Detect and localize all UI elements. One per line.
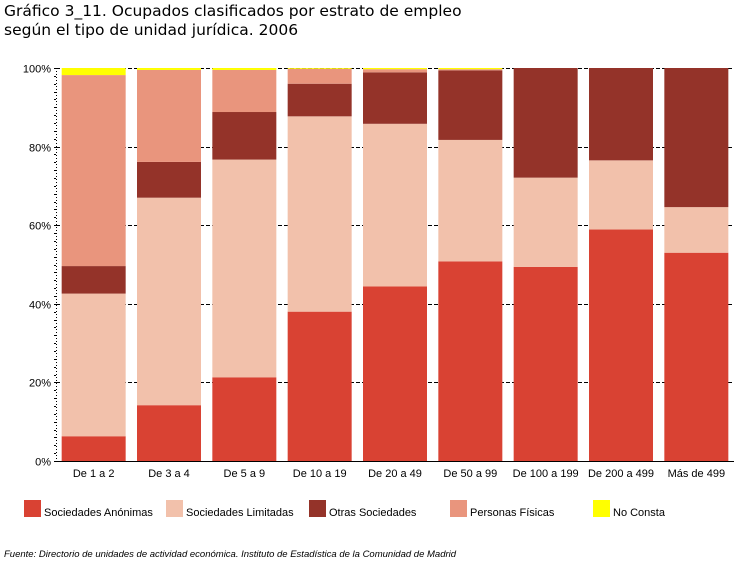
source-note: Fuente: Directorio de unidades de activi…: [4, 549, 457, 560]
x-tick-label: De 10 a 19: [293, 468, 347, 480]
bar-segment: [438, 261, 503, 461]
title-line-2: según el tipo de unidad jurídica. 2006: [4, 21, 299, 39]
legend-label: Otras Sociedades: [329, 507, 417, 519]
bar-segment: [363, 123, 427, 287]
bar-segment: [61, 75, 126, 267]
bar-segment: [664, 252, 729, 461]
y-tick-label: 40%: [29, 300, 51, 312]
x-tick-label: De 50 a 99: [443, 468, 497, 480]
y-tick-label: 80%: [29, 143, 51, 155]
bar-segment: [363, 286, 427, 461]
bar-segment: [664, 207, 729, 253]
y-tick-label: 20%: [29, 378, 51, 390]
bar-segment: [363, 72, 427, 124]
bars: [61, 68, 729, 461]
bar-segment: [212, 159, 277, 378]
bar-segment: [137, 69, 201, 162]
bar-segment: [513, 266, 578, 461]
x-tick-label: De 100 a 199: [513, 468, 579, 480]
stacked-bar-chart: 0% 20% 40% 60% 80% 100% De 1 a 2 De 3 a 4 De 5 a…: [23, 64, 734, 480]
bar-segment: [61, 293, 126, 437]
legend-label: Personas Físicas: [470, 507, 555, 519]
y-tick-label: 60%: [29, 221, 51, 233]
bar-segment: [363, 68, 427, 70]
x-tick-label: Más de 499: [668, 468, 725, 480]
bar-segment: [438, 69, 503, 71]
bar-segment: [212, 112, 277, 160]
bar-segment: [61, 266, 126, 294]
bar-segment: [513, 68, 578, 178]
bar-segment: [212, 68, 277, 70]
bar-segment: [137, 161, 201, 198]
bar-segment: [61, 436, 126, 461]
axes: 0% 20% 40% 60% 80% 100% De 1 a 2 De 3 a 4 De 5 a…: [23, 64, 734, 480]
y-tick-label: 100%: [23, 64, 51, 76]
bar-segment: [589, 68, 653, 161]
bar-segment: [287, 311, 352, 461]
legend-swatch: [166, 500, 183, 517]
bar-segment: [287, 116, 352, 312]
x-tick-label: De 3 a 4: [148, 468, 190, 480]
legend: Sociedades Anónimas Sociedades Limitadas O…: [0, 498, 748, 522]
bar-segment: [287, 68, 352, 84]
bar-segment: [363, 69, 427, 73]
bar-segment: [61, 68, 126, 76]
x-tick-label: De 1 a 2: [73, 468, 115, 480]
bar-segment: [438, 68, 503, 70]
legend-swatch: [450, 500, 467, 517]
bar-segment: [137, 68, 201, 70]
x-tick-label: De 20 a 49: [368, 468, 422, 480]
legend-label: Sociedades Anónimas: [44, 507, 153, 519]
bar-segment: [212, 69, 277, 113]
x-tick-label: De 200 a 499: [588, 468, 654, 480]
bar-segment: [589, 160, 653, 230]
bar-segment: [212, 377, 277, 461]
bar-segment: [287, 83, 352, 117]
chart-title: Gráfico 3_11. Ocupados clasificados por …: [4, 2, 744, 40]
legend-label: Sociedades Limitadas: [186, 507, 294, 519]
legend-swatch: [24, 500, 41, 517]
legend-swatch: [593, 500, 610, 517]
bar-segment: [664, 68, 729, 208]
bar-segment: [137, 405, 201, 461]
bar-segment: [438, 70, 503, 140]
title-line-1: Gráfico 3_11. Ocupados clasificados por …: [4, 2, 462, 20]
bar-segment: [438, 139, 503, 262]
y-tick-label: 0%: [35, 457, 51, 469]
legend-label: No Consta: [613, 507, 665, 519]
legend-swatch: [309, 500, 326, 517]
x-tick-label: De 5 a 9: [224, 468, 266, 480]
bar-segment: [513, 177, 578, 267]
bar-segment: [137, 197, 201, 406]
bar-segment: [287, 68, 352, 69]
bar-segment: [589, 229, 653, 461]
